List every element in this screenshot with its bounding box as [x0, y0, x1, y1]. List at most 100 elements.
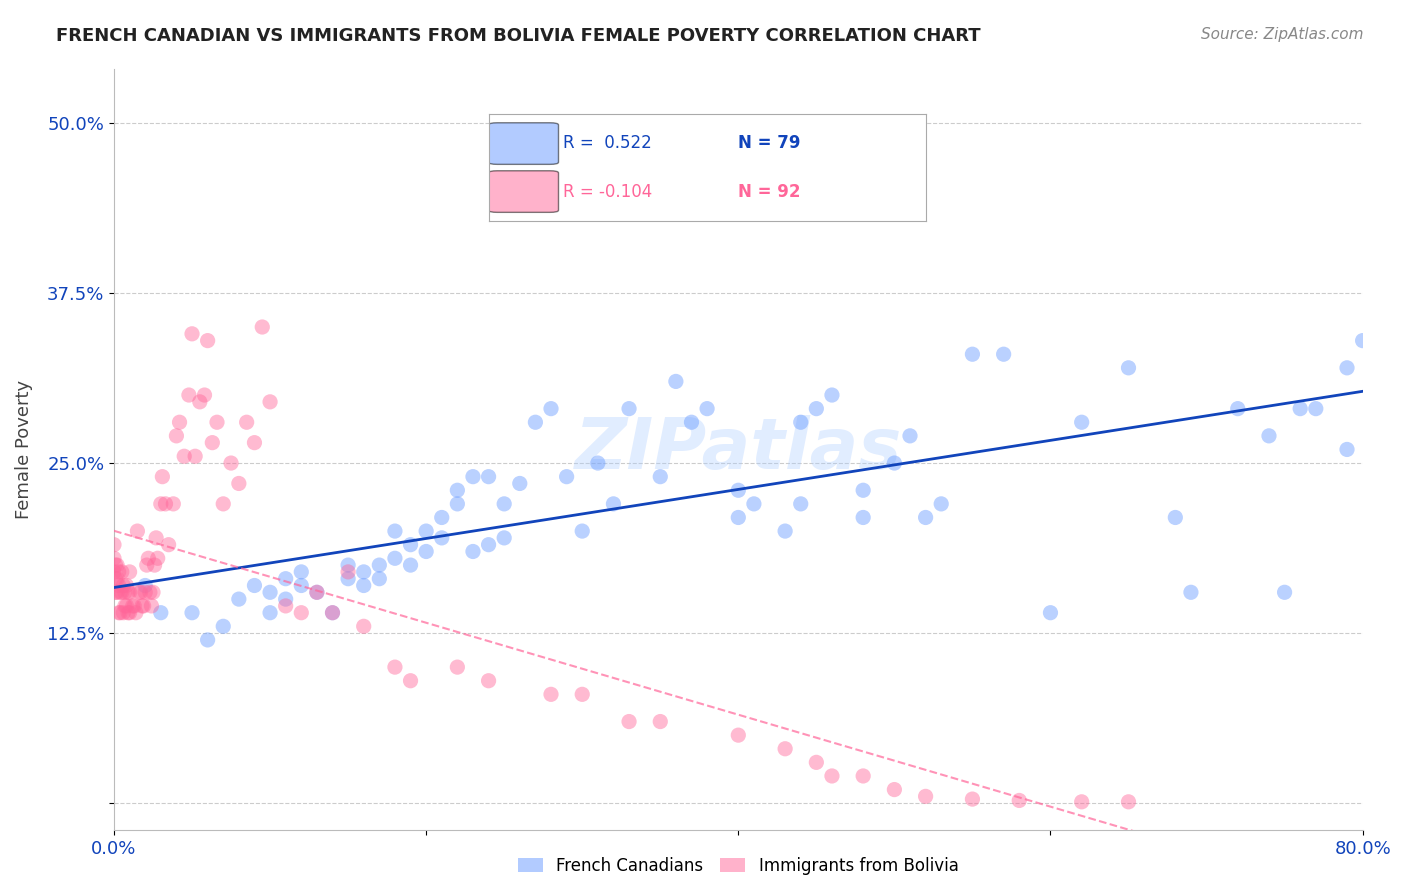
Immigrants from Bolivia — [962, 792, 984, 806]
Immigrants from Bolivia — [124, 599, 146, 613]
Immigrants from Bolivia — [205, 415, 228, 429]
French Canadians — [1039, 606, 1062, 620]
Immigrants from Bolivia — [107, 578, 129, 592]
Immigrants from Bolivia — [384, 660, 406, 674]
Immigrants from Bolivia — [150, 469, 173, 483]
Immigrants from Bolivia — [193, 388, 215, 402]
Immigrants from Bolivia — [135, 558, 157, 573]
Immigrants from Bolivia — [155, 497, 177, 511]
French Canadians — [773, 524, 796, 538]
Immigrants from Bolivia — [136, 551, 159, 566]
Immigrants from Bolivia — [103, 565, 125, 579]
Immigrants from Bolivia — [121, 599, 143, 613]
Immigrants from Bolivia — [103, 551, 125, 566]
Immigrants from Bolivia — [149, 497, 172, 511]
Immigrants from Bolivia — [104, 558, 127, 573]
Immigrants from Bolivia — [128, 585, 150, 599]
Immigrants from Bolivia — [162, 497, 184, 511]
Immigrants from Bolivia — [274, 599, 297, 613]
French Canadians — [602, 497, 624, 511]
Immigrants from Bolivia — [169, 415, 191, 429]
Immigrants from Bolivia — [188, 394, 211, 409]
Immigrants from Bolivia — [399, 673, 422, 688]
French Canadians — [259, 585, 281, 599]
Immigrants from Bolivia — [446, 660, 468, 674]
Immigrants from Bolivia — [127, 524, 149, 538]
French Canadians — [274, 572, 297, 586]
French Canadians — [509, 476, 531, 491]
French Canadians — [883, 456, 905, 470]
French Canadians — [134, 578, 156, 592]
French Canadians — [368, 558, 391, 573]
French Canadians — [524, 415, 547, 429]
French Canadians — [197, 632, 219, 647]
French Canadians — [650, 469, 672, 483]
French Canadians — [852, 510, 875, 524]
French Canadians — [305, 585, 328, 599]
French Canadians — [384, 524, 406, 538]
French Canadians — [696, 401, 718, 416]
Immigrants from Bolivia — [337, 565, 360, 579]
French Canadians — [149, 606, 172, 620]
French Canadians — [477, 538, 499, 552]
French Canadians — [1274, 585, 1296, 599]
Immigrants from Bolivia — [110, 585, 132, 599]
Immigrants from Bolivia — [197, 334, 219, 348]
Immigrants from Bolivia — [143, 558, 166, 573]
Immigrants from Bolivia — [477, 673, 499, 688]
French Canadians — [868, 197, 890, 211]
French Canadians — [353, 578, 375, 592]
French Canadians — [461, 469, 484, 483]
Immigrants from Bolivia — [132, 599, 155, 613]
Immigrants from Bolivia — [806, 756, 828, 770]
French Canadians — [1164, 510, 1187, 524]
French Canadians — [399, 558, 422, 573]
Immigrants from Bolivia — [1118, 795, 1140, 809]
Immigrants from Bolivia — [114, 599, 136, 613]
Immigrants from Bolivia — [142, 585, 165, 599]
French Canadians — [1289, 401, 1312, 416]
Immigrants from Bolivia — [184, 449, 207, 463]
Immigrants from Bolivia — [115, 599, 138, 613]
French Canadians — [898, 429, 921, 443]
Immigrants from Bolivia — [201, 435, 224, 450]
Immigrants from Bolivia — [112, 606, 135, 620]
French Canadians — [384, 551, 406, 566]
Immigrants from Bolivia — [259, 394, 281, 409]
Immigrants from Bolivia — [103, 538, 125, 552]
Legend: French Canadians, Immigrants from Bolivia: French Canadians, Immigrants from Bolivi… — [510, 848, 967, 883]
French Canadians — [290, 565, 312, 579]
Immigrants from Bolivia — [134, 585, 156, 599]
Immigrants from Bolivia — [1008, 793, 1031, 807]
French Canadians — [415, 524, 437, 538]
Immigrants from Bolivia — [118, 565, 141, 579]
Immigrants from Bolivia — [105, 558, 128, 573]
Immigrants from Bolivia — [617, 714, 640, 729]
Immigrants from Bolivia — [107, 565, 129, 579]
Immigrants from Bolivia — [145, 531, 167, 545]
Immigrants from Bolivia — [212, 497, 235, 511]
French Canadians — [665, 375, 688, 389]
Immigrants from Bolivia — [141, 599, 163, 613]
French Canadians — [929, 497, 952, 511]
French Canadians — [586, 456, 609, 470]
French Canadians — [430, 531, 453, 545]
French Canadians — [494, 497, 516, 511]
French Canadians — [1305, 401, 1327, 416]
Immigrants from Bolivia — [146, 551, 169, 566]
Immigrants from Bolivia — [105, 572, 128, 586]
French Canadians — [617, 401, 640, 416]
French Canadians — [914, 510, 936, 524]
Immigrants from Bolivia — [540, 687, 562, 701]
Immigrants from Bolivia — [115, 578, 138, 592]
French Canadians — [555, 469, 578, 483]
Immigrants from Bolivia — [181, 326, 204, 341]
French Canadians — [337, 558, 360, 573]
Immigrants from Bolivia — [112, 578, 135, 592]
Immigrants from Bolivia — [571, 687, 593, 701]
French Canadians — [243, 578, 266, 592]
Text: FRENCH CANADIAN VS IMMIGRANTS FROM BOLIVIA FEMALE POVERTY CORRELATION CHART: FRENCH CANADIAN VS IMMIGRANTS FROM BOLIV… — [56, 27, 981, 45]
French Canadians — [806, 401, 828, 416]
Immigrants from Bolivia — [118, 585, 141, 599]
French Canadians — [1070, 415, 1092, 429]
